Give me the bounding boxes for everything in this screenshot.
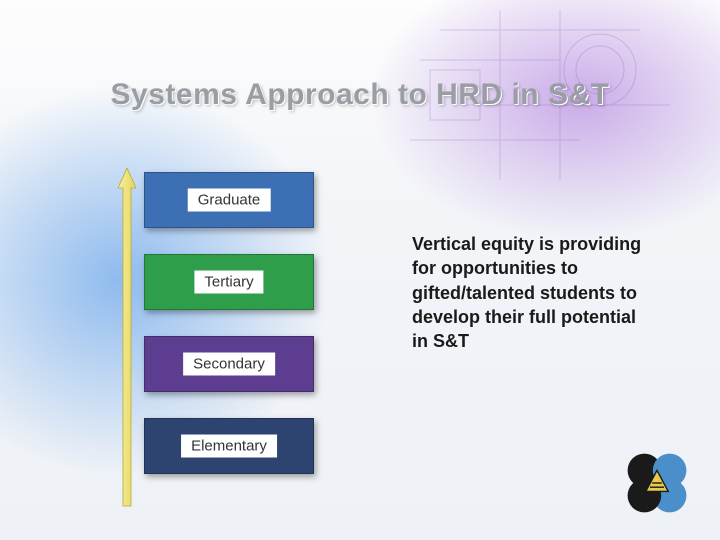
level-box-tertiary: Tertiary (144, 254, 314, 310)
level-box-elementary: Elementary (144, 418, 314, 474)
slide: Systems Approach to HRD in S&T Graduate T… (0, 0, 720, 540)
level-label: Graduate (188, 189, 271, 212)
level-label: Elementary (181, 435, 277, 458)
level-stack: Graduate Tertiary Secondary Elementary (144, 172, 314, 500)
level-box-secondary: Secondary (144, 336, 314, 392)
level-label: Tertiary (194, 271, 263, 294)
body-text: Vertical equity is providing for opportu… (412, 232, 652, 353)
level-box-graduate: Graduate (144, 172, 314, 228)
vertical-arrow-icon (118, 168, 136, 508)
logo-icon (622, 448, 692, 518)
page-title: Systems Approach to HRD in S&T (0, 78, 720, 112)
level-label: Secondary (183, 353, 275, 376)
